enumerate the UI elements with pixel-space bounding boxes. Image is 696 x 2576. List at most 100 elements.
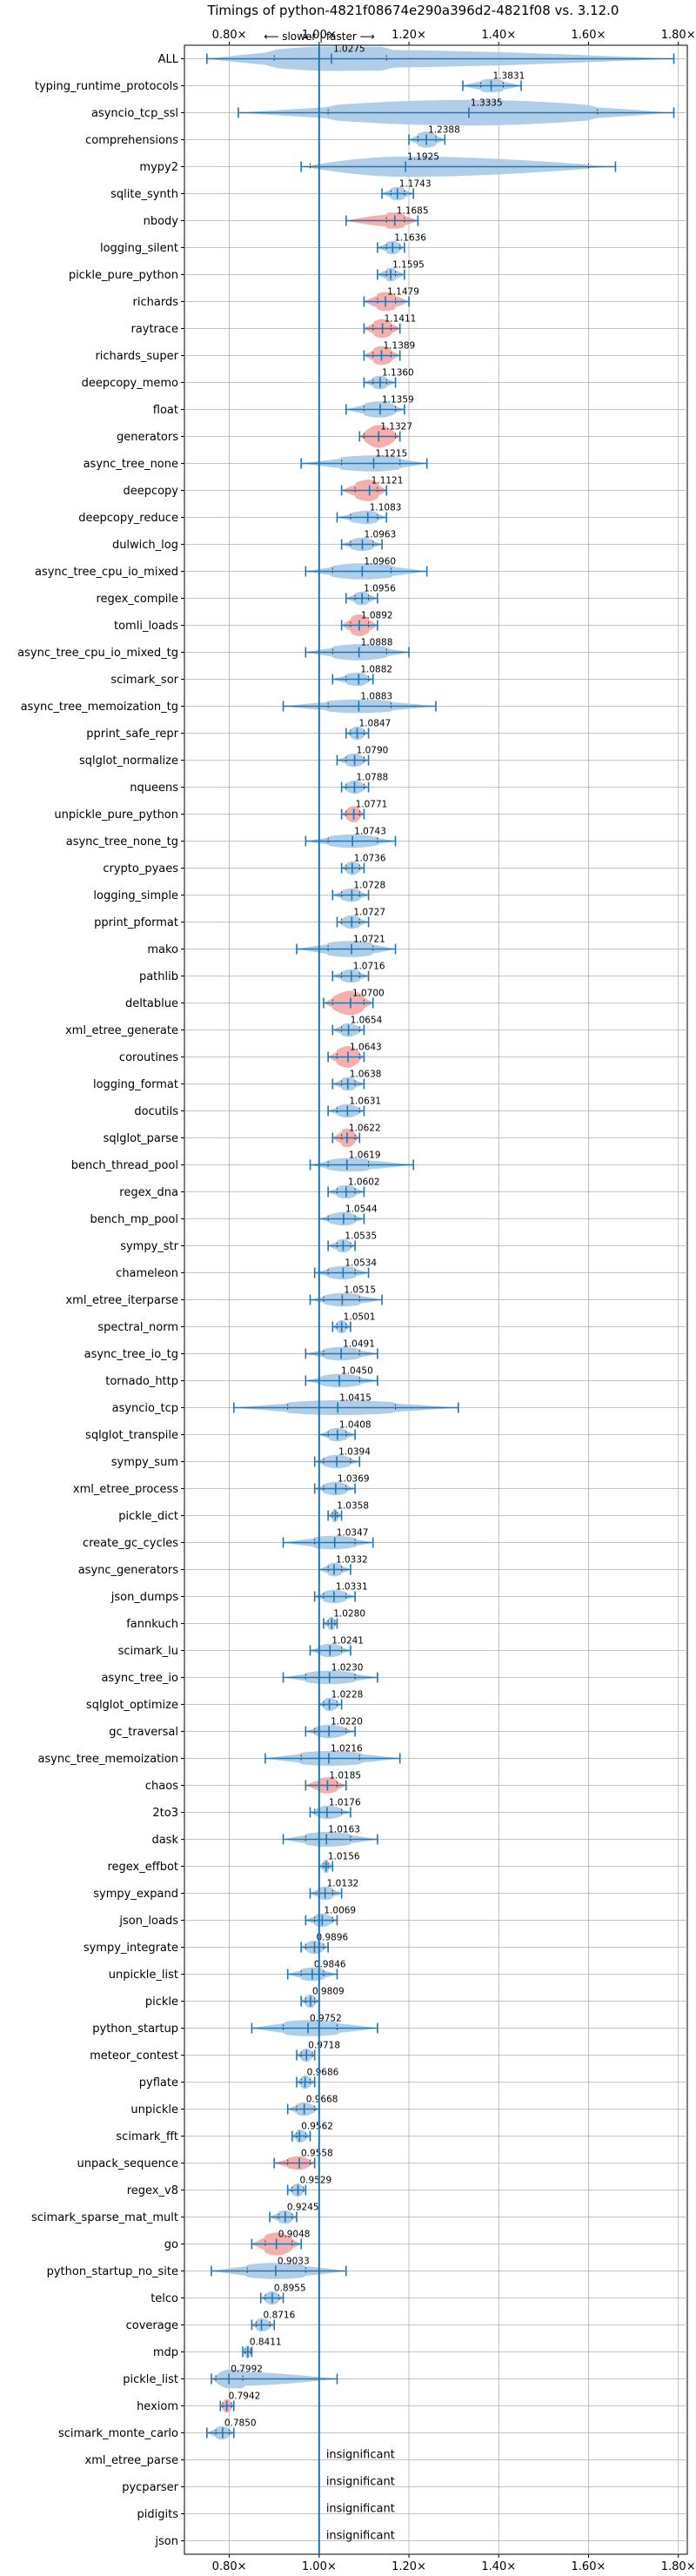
median-value-label: 1.0700 (352, 989, 385, 999)
median-value-label: 1.1636 (394, 233, 426, 244)
median-value-label: 1.0771 (356, 800, 388, 810)
benchmark-label: hexiom (137, 2400, 178, 2413)
median-value-label: 1.0892 (361, 611, 393, 621)
benchmark-label: 2to3 (152, 1807, 178, 1820)
benchmark-label: scimark_sor (110, 674, 178, 687)
x-tick-label-bottom: 1.40× (481, 2560, 516, 2573)
benchmark-label: mako (147, 943, 178, 956)
median-value-label: 0.9245 (287, 2203, 319, 2213)
median-value-label: 0.8955 (274, 2284, 306, 2294)
benchmark-label: pprint_safe_repr (86, 728, 178, 741)
benchmark-label: bench_thread_pool (71, 1159, 178, 1172)
median-value-label: 0.9846 (314, 1960, 346, 1970)
median-value-label: 1.1479 (387, 287, 419, 298)
benchmark-label: pickle_list (123, 2373, 178, 2386)
grid-layer (184, 44, 688, 2555)
benchmark-label: json_loads (118, 1915, 178, 1928)
median-value-label: 1.0415 (339, 1393, 371, 1404)
benchmark-label: scimark_lu (118, 1645, 178, 1658)
median-value-label: 1.0736 (354, 854, 386, 864)
x-tick-label-bottom: 1.60× (572, 2560, 606, 2573)
benchmark-label: asyncio_tcp_ssl (91, 107, 178, 120)
median-value-label: 1.0882 (360, 665, 392, 675)
benchmark-label: go (164, 2238, 178, 2251)
benchmark-label: logging_format (93, 1078, 178, 1091)
median-value-label: 1.0602 (348, 1177, 380, 1188)
benchmark-label: pyflate (139, 2076, 178, 2090)
median-value-label: 1.0622 (349, 1124, 381, 1134)
median-value-label: 1.1389 (384, 341, 416, 352)
median-value-label: 1.0280 (333, 1609, 365, 1620)
median-value-label: 1.1925 (407, 152, 439, 163)
median-value-label: 1.0631 (349, 1097, 381, 1107)
benchmark-label: mypy2 (139, 161, 178, 174)
median-value-label: 0.9752 (310, 2014, 342, 2024)
median-value-label: 1.0163 (328, 1825, 360, 1835)
benchmark-label: deepcopy (123, 485, 178, 498)
median-value-label: 0.8716 (264, 2311, 296, 2321)
benchmark-label: pickle (145, 1996, 178, 2009)
median-value-label: 1.1595 (392, 260, 425, 271)
benchmark-label: xml_etree_generate (65, 1024, 178, 1037)
median-value-label: 1.1411 (385, 314, 417, 325)
benchmark-label: mdp (153, 2346, 178, 2359)
benchmark-label: async_tree_memoization (37, 1753, 178, 1766)
median-value-label: 1.0185 (329, 1771, 361, 1781)
median-value-label: 1.0534 (345, 1258, 377, 1269)
benchmark-label: docutils (134, 1105, 178, 1118)
median-value-label: 1.0369 (338, 1474, 370, 1485)
benchmark-label: sympy_expand (93, 1888, 178, 1901)
benchmark-label: richards (133, 296, 179, 309)
violin-layer: 1.0275 1.3831 1.3335 1.2388 1.1925 1.1743 1.16… (206, 44, 675, 2554)
median-value-label: 0.7992 (231, 2365, 263, 2375)
median-value-label: 1.0491 (343, 1339, 375, 1350)
median-value-label: 1.1215 (376, 449, 408, 460)
benchmark-label: telco (151, 2292, 178, 2305)
benchmark-label: async_tree_io_tg (84, 1348, 178, 1361)
benchmark-label: dask (151, 1834, 178, 1847)
insignificant-label: insignificant (326, 2503, 395, 2516)
median-value-label: 0.9668 (306, 2095, 338, 2105)
benchmark-label: json (154, 2535, 178, 2548)
benchmark-label: nqueens (130, 782, 178, 795)
benchmark-label: generators (117, 431, 178, 444)
insignificant-label: insignificant (326, 2449, 395, 2462)
median-value-label: 1.0515 (344, 1285, 376, 1296)
x-tick-label-bottom: 0.80× (212, 2560, 247, 2573)
median-value-label: 1.1743 (399, 179, 432, 190)
median-value-label: 1.0716 (353, 962, 385, 972)
median-value-label: 1.1121 (371, 476, 404, 486)
benchmark-label: regex_v8 (127, 2184, 178, 2197)
benchmark-label: sympy_integrate (84, 1942, 178, 1955)
median-value-label: 1.0721 (353, 935, 385, 945)
benchmark-label: sqlite_synth (110, 188, 178, 201)
benchmark-label: logging_silent (100, 242, 178, 255)
benchmark-label: dulwich_log (112, 539, 178, 552)
benchmark-label: async_tree_none_tg (66, 835, 178, 849)
benchmark-label: unpickle (130, 2103, 178, 2116)
median-value-label: 1.0643 (350, 1043, 382, 1053)
x-tick-label-top: 0.80× (212, 29, 247, 42)
median-value-label: 1.2388 (428, 125, 460, 136)
benchmark-label: unpickle_list (109, 1969, 178, 1982)
x-tick-label-bottom: 1.00× (302, 2560, 337, 2573)
median-value-label: 0.7850 (224, 2418, 257, 2429)
benchmark-label: pickle_dict (118, 1510, 178, 1523)
x-tick-label-top: 1.00× (302, 29, 337, 42)
median-value-label: 1.0847 (359, 719, 392, 729)
median-value-label: 1.0960 (364, 557, 396, 567)
benchmark-label: sqlglot_parse (104, 1132, 178, 1145)
benchmark-label: float (153, 404, 178, 417)
benchmark-label: scimark_sparse_mat_mult (31, 2211, 178, 2224)
median-value-label: 1.1327 (380, 422, 412, 433)
benchmark-label: fannkuch (126, 1618, 178, 1631)
median-value-label: 1.0275 (333, 44, 365, 55)
median-value-label: 1.0132 (327, 1879, 359, 1889)
median-value-label: 1.1685 (397, 206, 429, 217)
median-value-label: 1.0790 (357, 746, 389, 756)
x-tick-label-top: 1.20× (392, 29, 426, 42)
x-tick-label-top: 1.80× (661, 29, 696, 42)
median-value-label: 0.9896 (316, 1933, 348, 1943)
benchmark-label: richards_super (95, 350, 178, 363)
median-value-label: 1.0727 (353, 908, 385, 918)
